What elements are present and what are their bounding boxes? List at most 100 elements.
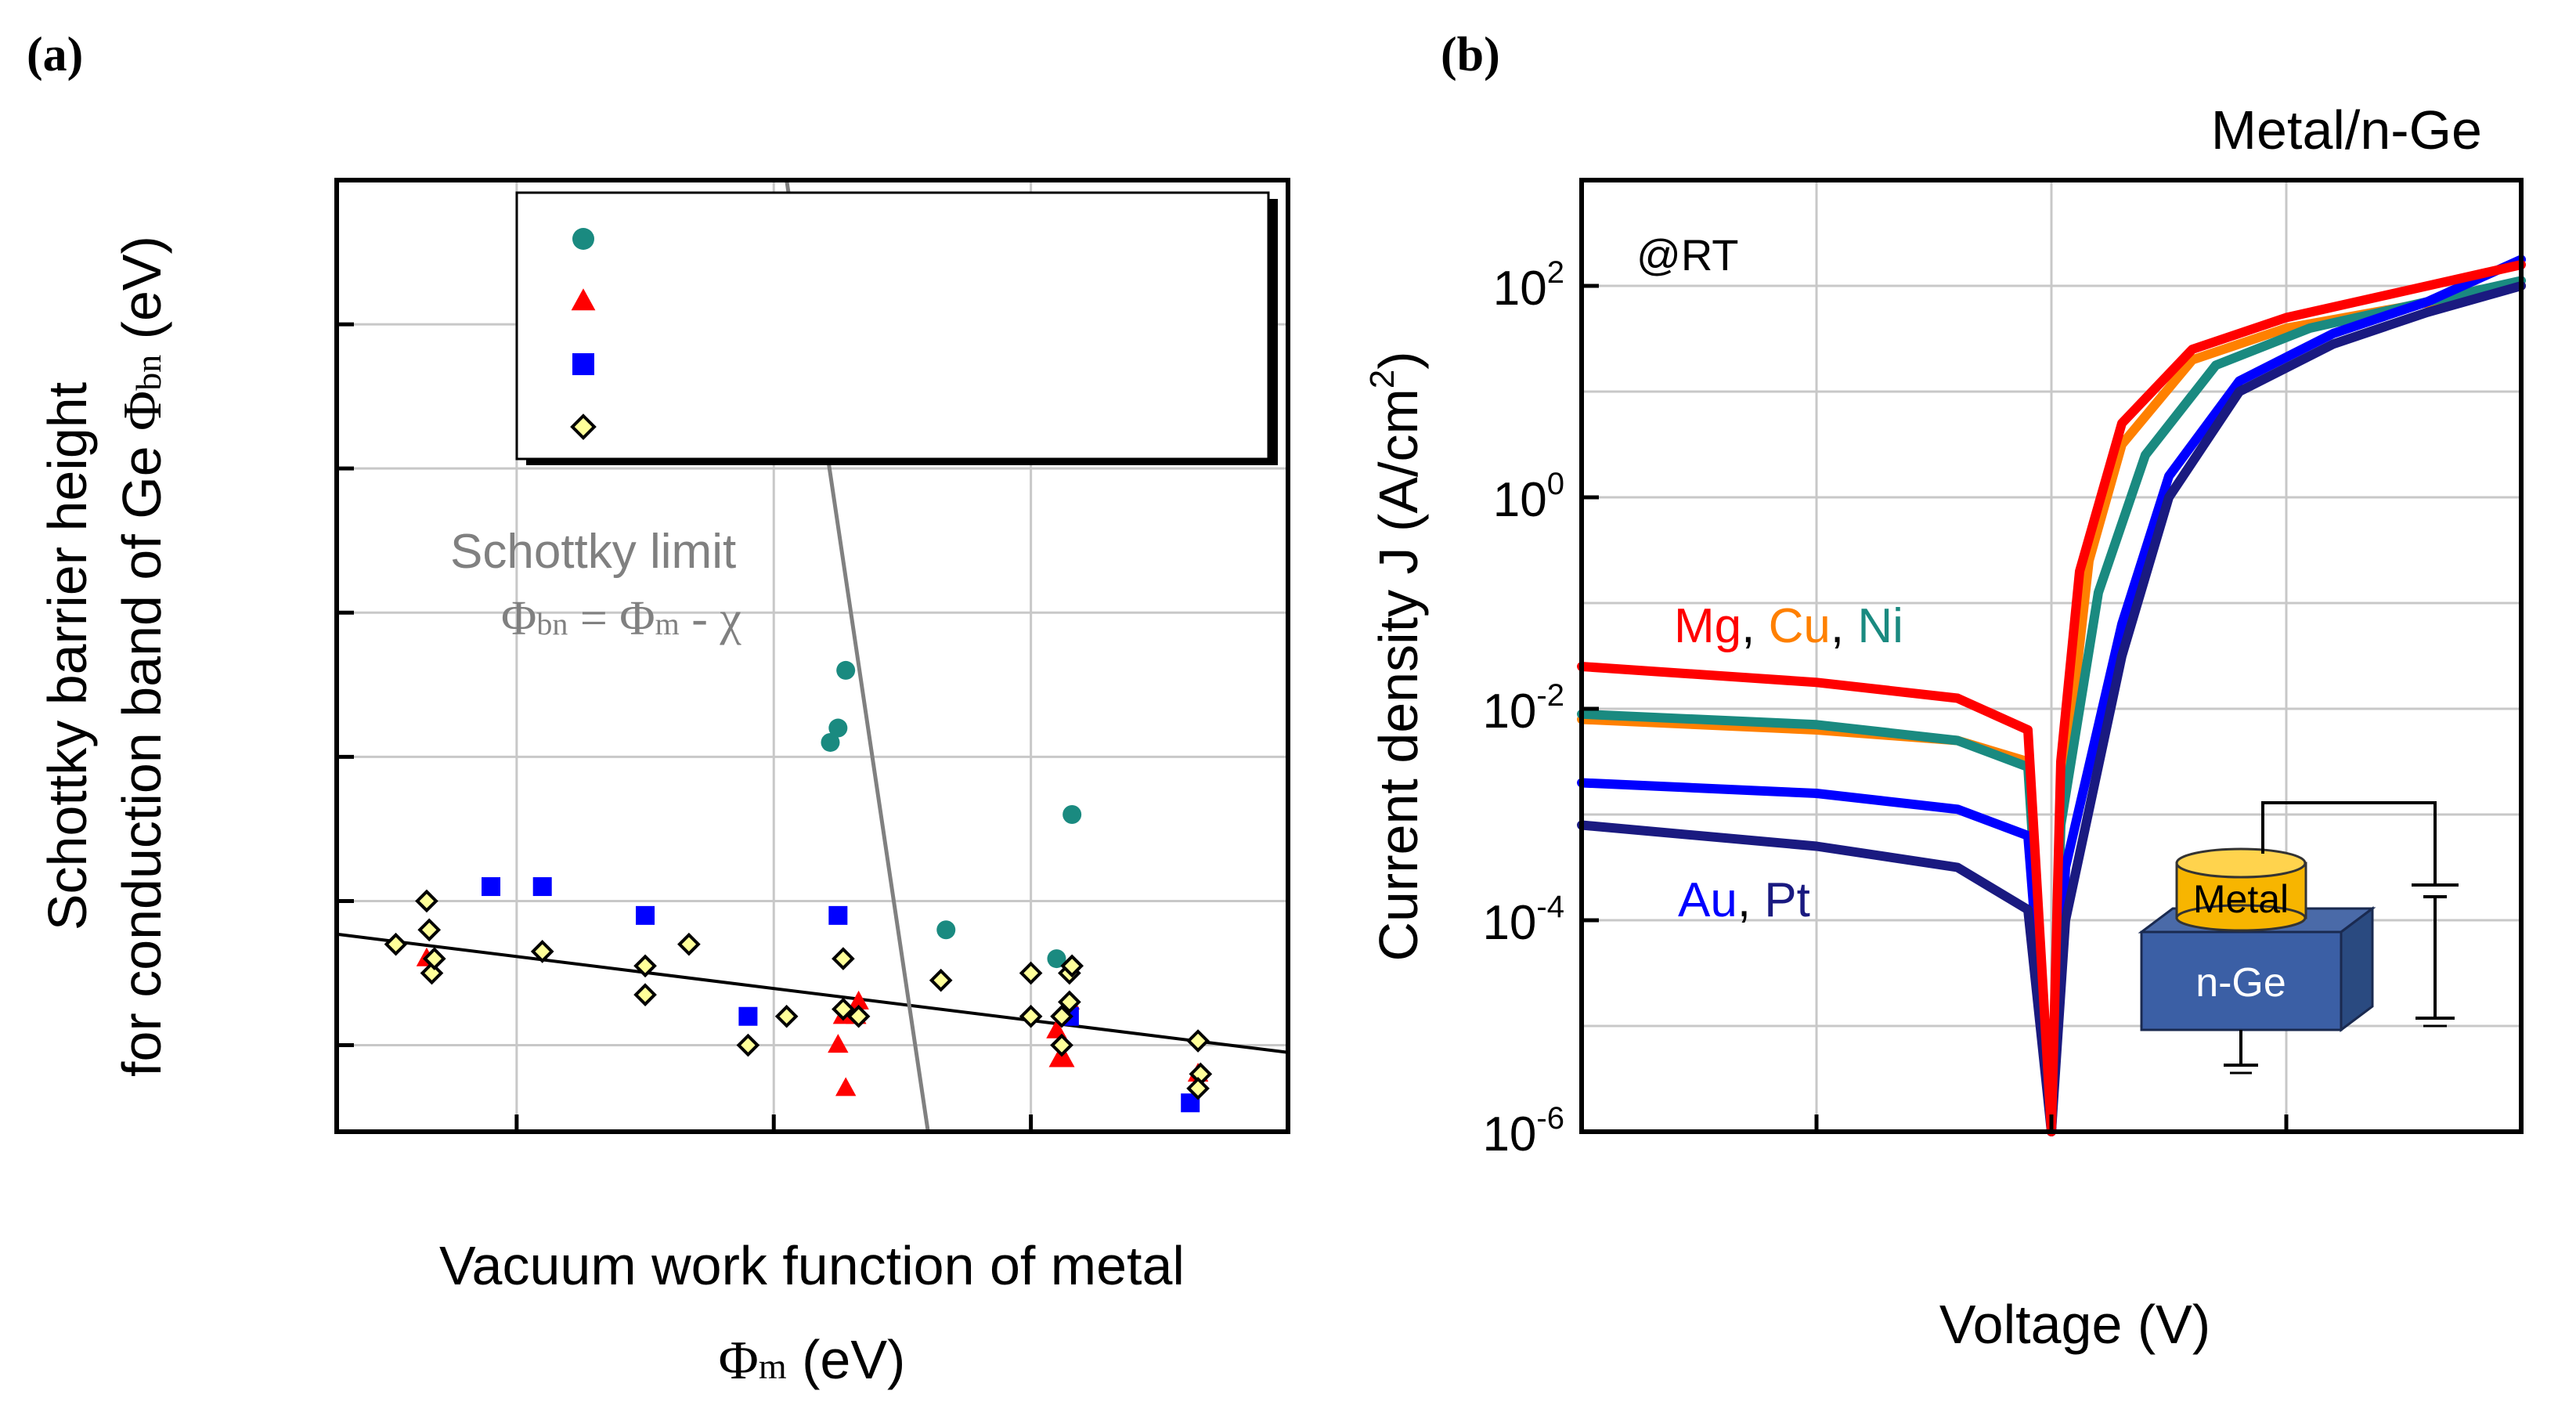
panel-a-y-axis-title-line1: Schottky barrier height	[37, 382, 98, 930]
data-point-diamond	[1186, 1076, 1210, 1100]
data-point-diamond	[633, 983, 657, 1006]
data-point-diamond	[1060, 954, 1084, 978]
data-point-circle	[1063, 805, 1082, 824]
data-point-circle	[1047, 949, 1066, 969]
y-tick-exponent: 0	[1547, 467, 1564, 501]
iv-curve-mg	[1577, 260, 2526, 1136]
y-tick-base: 10	[1482, 896, 1536, 950]
y-tick-exponent: -2	[1536, 678, 1564, 713]
data-point-diamond	[530, 940, 554, 963]
panel-a-ticks	[337, 178, 1290, 1132]
panel-b-y-axis-title: Current density J (A/cm2)	[1363, 351, 1429, 961]
panel-label-b: (b)	[1441, 28, 1500, 81]
data-point-triangle	[1046, 1019, 1067, 1039]
iv-curve-ni	[1577, 276, 2526, 1136]
data-point-circle	[936, 920, 956, 940]
y-tick-base: 10	[1493, 473, 1547, 527]
data-point-diamond	[677, 932, 701, 956]
linear-fit-line	[336, 932, 1289, 1054]
y-tick-label: 10-4	[1482, 890, 1564, 950]
data-point-square	[482, 877, 501, 897]
schottky-limit-annotation: Schottky limit Φbn = Φm - χ	[450, 525, 741, 645]
data-point-circle	[821, 732, 840, 752]
data-point-diamond	[422, 947, 446, 970]
legend-box	[515, 191, 1270, 461]
data-point-triangle	[828, 1034, 849, 1053]
data-point-diamond	[384, 932, 408, 956]
y-tick-exponent: -6	[1536, 1101, 1564, 1136]
y-tick-label: 10-2	[1482, 678, 1564, 739]
label-mg: Mg	[1674, 599, 1741, 653]
label-ni: Ni	[1857, 599, 1903, 653]
legend-marker-square	[572, 353, 594, 375]
legend-items	[570, 228, 597, 440]
data-point-diamond	[633, 954, 657, 978]
panel-label-a: (a)	[27, 28, 83, 81]
panel-b-series	[1577, 255, 2526, 1136]
data-point-triangle	[1054, 1048, 1075, 1067]
iv-curve-au	[1577, 255, 2526, 1136]
panel-a-chart: Schottky limit Φbn = Φm - χ Vacuum work …	[37, 178, 1290, 1391]
data-point-diamond	[1050, 1004, 1073, 1028]
data-point-diamond	[1186, 1029, 1210, 1053]
metal-cylinder-top	[2175, 847, 2307, 879]
data-point-diamond	[415, 889, 438, 913]
ge-block-front	[2140, 930, 2343, 1031]
schottky-limit-equation: Φbn = Φm - χ	[501, 592, 741, 645]
label-cu: Cu	[1769, 599, 1831, 653]
data-point-diamond	[1050, 1033, 1073, 1057]
panel-a-x-axis-title: Vacuum work function of metal	[439, 1235, 1185, 1296]
inset-ge-label: n-Ge	[2195, 960, 2286, 1006]
room-temperature-label: @RT	[1636, 230, 1738, 280]
data-point-square	[532, 877, 552, 897]
y-tick-base: 10	[1482, 685, 1536, 739]
inset-metal-label: Metal	[2193, 877, 2289, 921]
circuit-wire-top	[2261, 801, 2437, 885]
panel-a-y-axis-title-line2: for conduction band of Ge Φbn (eV)	[111, 236, 173, 1077]
label-au: Au	[1678, 873, 1737, 927]
device-schematic-inset: n-Ge Metal	[2138, 801, 2459, 1075]
data-point-diamond	[832, 997, 855, 1021]
legend-marker-circle	[572, 228, 594, 250]
data-point-diamond	[1058, 990, 1081, 1014]
y-tick-exponent: -4	[1536, 890, 1564, 924]
data-point-circle	[836, 660, 856, 680]
label-pt: Pt	[1764, 873, 1810, 927]
data-point-triangle	[835, 1077, 857, 1096]
data-point-circle	[828, 718, 848, 738]
panel-a-legend	[515, 191, 1278, 465]
y-tick-exponent: 2	[1547, 255, 1564, 290]
y-tick-label: 100	[1493, 467, 1564, 527]
data-point-diamond	[929, 968, 953, 992]
panel-b-title: Metal/n-Ge	[2211, 99, 2482, 161]
data-point-diamond	[846, 1004, 871, 1028]
group2-label: Au, Pt	[1678, 873, 1810, 927]
data-point-diamond	[420, 961, 444, 985]
y-tick-label: 10-6	[1482, 1101, 1564, 1161]
y-tick-label: 102	[1493, 255, 1564, 316]
data-point-diamond	[832, 947, 855, 970]
iv-curve-pt	[1577, 281, 2526, 1136]
data-point-diamond	[1019, 1004, 1043, 1028]
y-tick-base: 10	[1493, 262, 1547, 316]
data-point-square	[828, 905, 848, 925]
panel-a-plot-frame	[334, 178, 1290, 1134]
data-point-square	[738, 1006, 758, 1026]
panel-a-x-axis-title-symbol: Φm (eV)	[719, 1329, 906, 1391]
panel-b-x-axis-title: Voltage (V)	[1939, 1294, 2210, 1355]
legend-marker-triangle	[571, 288, 596, 311]
panel-a-data-points	[384, 660, 1213, 1113]
data-point-diamond	[1019, 961, 1043, 985]
schottky-limit-label: Schottky limit	[450, 525, 736, 579]
legend-marker-diamond	[570, 414, 597, 440]
data-point-triangle	[848, 990, 869, 1010]
data-point-diamond	[736, 1033, 760, 1057]
metal-cylinder-bottom	[2175, 904, 2307, 932]
data-point-diamond	[417, 918, 442, 942]
data-point-diamond	[774, 1004, 799, 1028]
group1-label: Mg, Cu, Ni	[1674, 599, 1903, 653]
y-tick-base: 10	[1482, 1107, 1536, 1161]
data-point-square	[636, 905, 655, 925]
